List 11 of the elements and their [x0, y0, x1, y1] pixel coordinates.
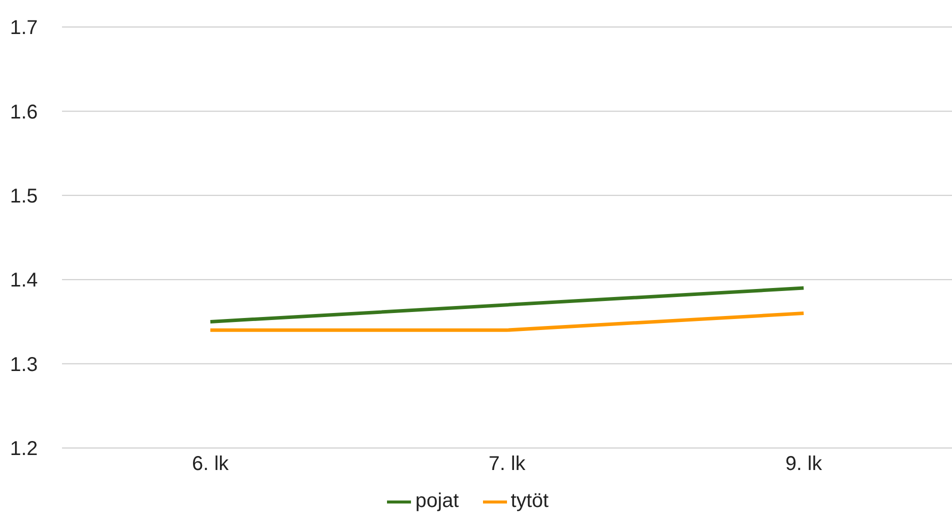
y-tick-label: 1.4	[10, 270, 38, 292]
x-tick-label: 9. lk	[785, 453, 824, 476]
y-tick-label: 1.7	[10, 17, 38, 40]
y-tick-label: 1.2	[10, 438, 38, 460]
x-tick-label: 6. lk	[192, 453, 230, 476]
y-tick-label: 1.6	[10, 101, 38, 124]
y-tick-label: 1.5	[10, 186, 38, 208]
y-tick-label: 1.3	[10, 354, 38, 376]
x-tick-label: 7. lk	[488, 453, 526, 476]
legend-label: pojat	[415, 490, 459, 512]
legend-label: tytöt	[510, 490, 549, 512]
